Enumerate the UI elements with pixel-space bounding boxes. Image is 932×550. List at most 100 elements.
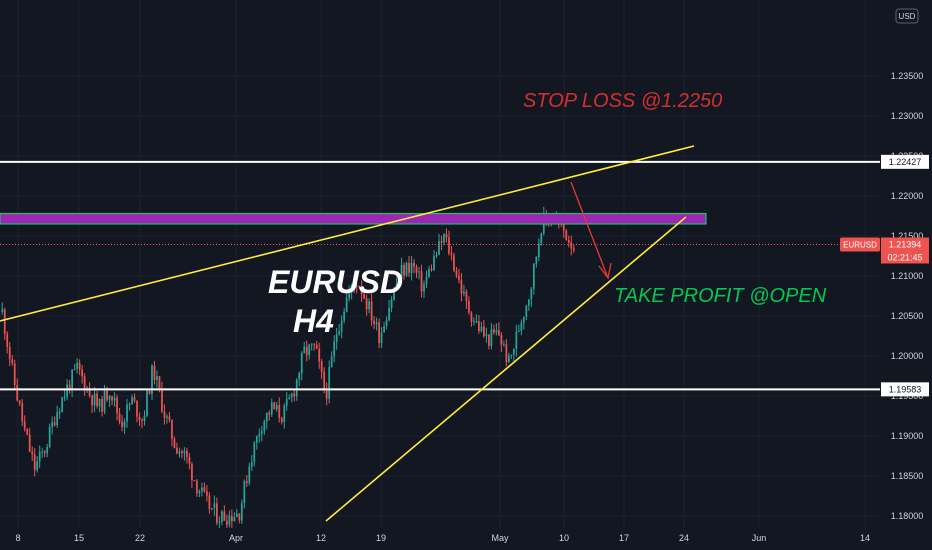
- candle-body: [178, 451, 181, 454]
- candle-body: [532, 263, 535, 289]
- candle-body: [245, 481, 248, 484]
- candle-body: [470, 312, 473, 322]
- candle-body: [151, 365, 153, 395]
- candle-body: [298, 373, 301, 380]
- candle-body: [443, 234, 445, 243]
- candle-body: [141, 420, 143, 422]
- candle-body: [440, 241, 443, 243]
- candle-body: [101, 399, 103, 412]
- candle-body: [493, 329, 495, 333]
- candle-body: [46, 446, 49, 454]
- y-tick-label: 1.18500: [891, 471, 924, 481]
- candle-body: [567, 239, 570, 243]
- last-price-label: 1.21394 02:21:45: [881, 237, 929, 264]
- candle-body: [535, 257, 538, 264]
- time-axis[interactable]: [0, 528, 880, 550]
- candle-body: [156, 376, 158, 380]
- candle-body: [56, 412, 59, 426]
- candle-body: [106, 390, 108, 400]
- grid: [0, 0, 880, 528]
- x-tick-label: 17: [619, 533, 629, 543]
- upper-trendline[interactable]: [0, 145, 695, 322]
- y-tick-label: 1.22000: [891, 191, 924, 201]
- candle-body: [223, 511, 226, 521]
- currency-button[interactable]: USD: [895, 8, 919, 24]
- candle-body: [363, 294, 365, 299]
- lower-trendline[interactable]: [325, 216, 687, 522]
- candle-body: [500, 335, 503, 345]
- candle-body: [43, 451, 46, 454]
- candle-body: [517, 330, 520, 332]
- candle-body: [8, 346, 11, 360]
- candle-body: [233, 517, 236, 522]
- candle-body: [393, 288, 395, 300]
- candle-body: [572, 248, 575, 251]
- candle-body: [163, 411, 166, 418]
- chart-title: EURUSD: [268, 264, 403, 300]
- time-axis-ticks: 8 15 22 Apr 12 19 May 10 17 24 Jun 14: [15, 533, 870, 543]
- candle-body: [71, 369, 73, 391]
- candle-body: [458, 275, 460, 280]
- candle-body: [235, 513, 238, 518]
- candle-body: [388, 307, 390, 321]
- candle-body: [520, 322, 523, 331]
- candle-body: [133, 397, 136, 401]
- candle-body: [350, 284, 353, 292]
- candle-body: [91, 395, 93, 406]
- candle-body: [433, 256, 435, 271]
- candle-body: [220, 511, 223, 522]
- candle-body: [415, 266, 418, 273]
- svg-text:02:21:45: 02:21:45: [887, 252, 922, 262]
- svg-text:1.21394: 1.21394: [889, 239, 922, 249]
- candle-body: [6, 333, 9, 347]
- candle-body: [423, 284, 425, 292]
- candle-body: [313, 343, 316, 345]
- candle-body: [176, 447, 178, 454]
- candle-body: [193, 480, 196, 482]
- candle-body: [330, 356, 333, 367]
- take-profit-label: TAKE PROFIT @OPEN: [614, 285, 827, 307]
- x-tick-label: May: [491, 533, 509, 543]
- candle-body: [218, 521, 221, 523]
- candle-body: [290, 393, 293, 398]
- candle-body: [116, 397, 118, 414]
- candle-body: [273, 402, 276, 410]
- candle-body: [565, 230, 568, 240]
- candle-body: [238, 513, 241, 521]
- resistance-price-label: 1.22427: [881, 154, 929, 169]
- candle-body: [395, 284, 398, 289]
- candle-body: [58, 411, 61, 413]
- candle-body: [48, 426, 51, 447]
- chart-subtitle: H4: [293, 303, 334, 339]
- y-tick-label: 1.18000: [891, 511, 924, 521]
- candle-body: [288, 397, 291, 400]
- candle-body: [255, 435, 258, 443]
- price-axis[interactable]: [880, 0, 932, 528]
- candle-body: [320, 361, 323, 372]
- candle-body: [525, 305, 528, 317]
- candle-body: [380, 332, 383, 344]
- candle-body: [41, 451, 44, 453]
- candle-body: [485, 334, 488, 337]
- x-tick-label: 22: [135, 533, 145, 543]
- y-tick-label: 1.21500: [891, 231, 924, 241]
- x-tick-label: 10: [559, 533, 569, 543]
- candle-body: [453, 255, 455, 271]
- candle-body: [430, 268, 433, 271]
- candle-body: [63, 396, 66, 398]
- resistance-zone[interactable]: [0, 213, 707, 225]
- candle-body: [225, 520, 228, 525]
- candle-body: [490, 329, 493, 347]
- candle-body: [383, 326, 385, 333]
- candle-body: [300, 353, 303, 374]
- candle-body: [428, 268, 430, 277]
- candle-body: [275, 405, 278, 410]
- candle-body: [108, 396, 111, 400]
- candle-body: [123, 421, 126, 428]
- candle-body: [515, 331, 518, 349]
- candle-body: [118, 413, 121, 422]
- candle-body: [143, 415, 146, 421]
- y-tick-label: 1.23000: [891, 111, 924, 121]
